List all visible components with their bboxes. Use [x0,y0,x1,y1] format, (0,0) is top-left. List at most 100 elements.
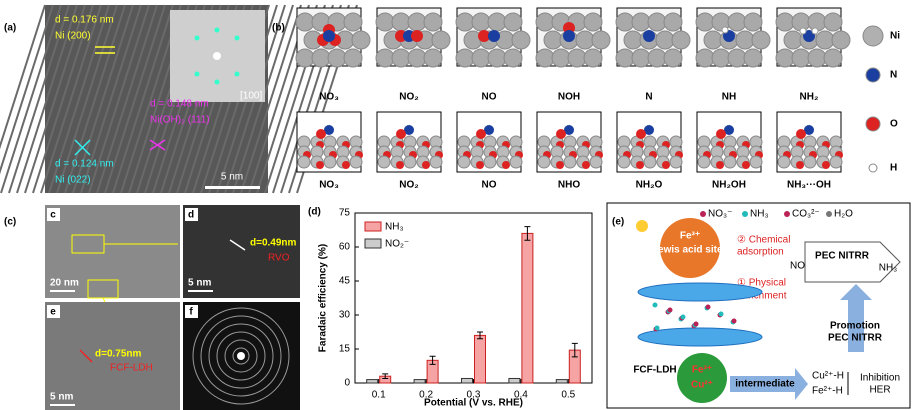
ni-atom [296,49,314,67]
ni-atom [632,13,650,31]
label: NOH [558,92,580,103]
ni-atom [616,49,634,67]
ni-atom [484,156,496,168]
ni-atom [698,156,710,168]
label: Promotion [830,321,880,332]
ldh-layer [638,283,762,301]
pointer [103,298,105,302]
scale-bar [205,186,260,189]
ni-atom [378,156,390,168]
label: Ni (200) [55,31,91,42]
label: NO₂ [399,180,418,191]
label: ② Chemical [737,235,790,246]
bar [556,380,567,383]
legend-label: H [890,163,897,174]
ni-atom [352,31,370,49]
label: Cu²⁺-H [812,371,844,382]
label: 5 nm [221,172,243,183]
ni-atom [488,49,506,67]
ni-atom [456,49,474,67]
ni-atom [744,49,762,67]
label: d = 0.124 nm [55,159,114,170]
ni-atom [704,31,722,49]
panel-label: (c) [4,217,16,228]
ni-atom [752,31,770,49]
ni-atom [616,13,634,31]
label: Ni(OH)₂ (111) [150,115,210,126]
ni-atom [512,31,530,49]
label: NO [482,180,497,191]
ni-atom [664,13,682,31]
ni-atom [544,31,562,49]
ni-atom [776,13,794,31]
label: Inhibition [860,373,900,384]
legend-atom [863,26,883,46]
legend-label: CO₃²⁻ [792,209,820,220]
ni-atom [504,49,522,67]
legend-atom [866,117,880,131]
ni-atom [488,13,506,31]
label: FCF-LDH [110,363,153,374]
label: PEC NITRR [815,251,870,262]
ni-atom [472,49,490,67]
ni-atom [298,156,310,168]
ni-atom [584,49,602,67]
adsorbate-atom [796,129,806,139]
ni-atom [376,13,394,31]
ni-atom [456,13,474,31]
ni-atom [696,49,714,67]
label: NH₃···OH [787,180,831,191]
sub-label: c [50,210,56,221]
bar [367,380,378,383]
label: [100] [240,91,262,102]
fecu-sphere [677,353,727,403]
legend-label: NH₃ [385,222,404,233]
label: NH₂O [636,180,663,191]
ni-atom [312,49,330,67]
label: NO₂ [399,92,418,103]
ion [694,322,699,327]
fft-spot [195,72,200,77]
ni-atom [350,156,362,168]
o-atom [742,161,750,169]
o-atom [502,161,510,169]
label: 5 nm [50,392,73,403]
ni-atom [784,31,802,49]
o-atom [662,161,670,169]
ni-atom [656,31,674,49]
adsorbate-atom [323,30,335,42]
label: NO₃ [319,92,339,103]
ni-atom [618,156,630,168]
label: PEC NITRR [828,333,883,344]
ni-atom [724,156,736,168]
ni-atom [430,156,442,168]
ni-atom [590,156,602,168]
legend-ion [826,211,832,217]
ni-atom [624,31,642,49]
ion [653,303,658,308]
ni-atom [324,156,336,168]
legend-atom [869,164,877,172]
legend-swatch [365,239,381,248]
adsorbate-atom [476,129,486,139]
ni-atom [376,49,394,67]
ni-atom [736,31,754,49]
ni-atom [344,13,362,31]
adsorbate-atom [716,129,726,139]
fft-spot [235,72,240,77]
ni-atom [670,156,682,168]
ion [719,312,724,317]
panel-label: (e) [612,217,624,228]
label: NH₂OH [712,180,746,191]
bar [475,335,486,383]
adsorbate-atom [800,28,806,34]
panel-label: (d) [308,207,321,218]
adsorbate-atom [643,30,655,42]
legend-ion [700,211,706,217]
label: NH₂ [800,92,819,103]
ni-atom [744,13,762,31]
y-tick-label: 60 [339,242,351,253]
ni-atom [344,49,362,67]
ni-atom [536,13,554,31]
label: d = 0.176 nm [55,15,114,26]
